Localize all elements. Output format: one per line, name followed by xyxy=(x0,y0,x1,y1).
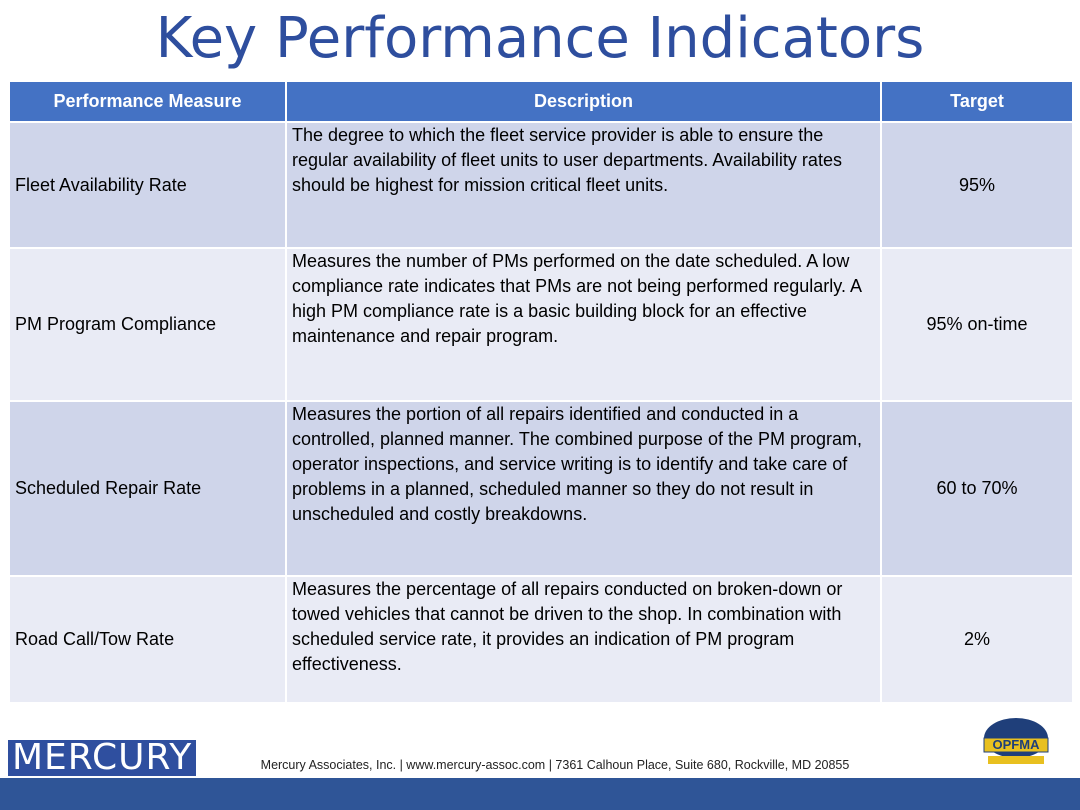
table-cell: 60 to 70% xyxy=(880,400,1074,577)
footer-bar xyxy=(0,778,1080,810)
footer-text: Mercury Associates, Inc. | www.mercury-a… xyxy=(260,758,850,772)
table-cell: 2% xyxy=(880,575,1074,704)
header-row: Performance Measure Description Target xyxy=(8,80,1074,123)
slide-title: Key Performance Indicators xyxy=(155,6,925,71)
table-cell: Road Call/Tow Rate xyxy=(8,575,287,704)
table-cell: 95% xyxy=(880,121,1074,249)
table-cell: Fleet Availability Rate xyxy=(8,121,287,249)
logo-ribbon xyxy=(988,756,1044,764)
table-cell: PM Program Compliance xyxy=(8,247,287,402)
table-cell: 95% on-time xyxy=(880,247,1074,402)
table-row: Scheduled Repair Rate Measures the portio… xyxy=(8,400,1074,577)
logo-band xyxy=(983,737,1049,753)
kpi-table: Performance Measure Description Target Fle… xyxy=(8,80,1074,704)
header-cell: Target xyxy=(880,80,1074,123)
logo-text: OPFMA xyxy=(993,737,1041,752)
table-row: PM Program Compliance Measures the number… xyxy=(8,247,1074,402)
table-cell: Measures the portion of all repairs iden… xyxy=(285,400,882,577)
table-body: Fleet Availability Rate The degree to whi… xyxy=(8,121,1074,704)
table-row: Road Call/Tow Rate Measures the percentag… xyxy=(8,575,1074,704)
table-cell: Measures the number of PMs performed on … xyxy=(285,247,882,402)
mercury-logo: MERCURY xyxy=(8,740,197,776)
opfma-logo: OPFMA xyxy=(983,718,1049,764)
table-row: Fleet Availability Rate The degree to whi… xyxy=(8,121,1074,249)
table-cell: The degree to which the fleet service pr… xyxy=(285,121,882,249)
header-cell: Description xyxy=(285,80,882,123)
table-cell: Measures the percentage of all repairs c… xyxy=(285,575,882,704)
table-cell: Scheduled Repair Rate xyxy=(8,400,287,577)
header-cell: Performance Measure xyxy=(8,80,287,123)
